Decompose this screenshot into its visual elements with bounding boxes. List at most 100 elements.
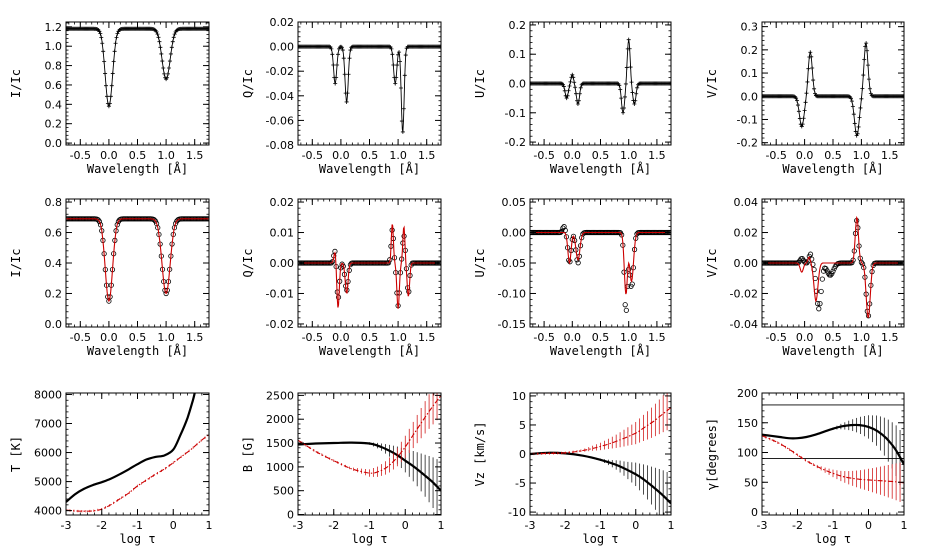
series-line-0 [530, 39, 671, 114]
observed-point [577, 91, 582, 96]
observed-point [575, 102, 580, 106]
plot-area [762, 404, 904, 504]
axes-frame [529, 392, 672, 516]
observed-point [329, 46, 334, 51]
observed-point [578, 85, 583, 90]
x-tick-label: 0.5 [824, 149, 842, 162]
observed-point [866, 63, 871, 68]
observed-point [403, 53, 408, 58]
y-tick-label: 200 [737, 387, 758, 400]
observed-point [624, 65, 629, 70]
y-tick-label: 0.02 [734, 227, 759, 240]
x-tick-label: 1.5 [648, 149, 666, 162]
x-tick-label: -0.5 [302, 149, 323, 162]
observed-point [344, 99, 349, 104]
y-tick-label: 0.8 [45, 60, 63, 73]
x-tick-label: 0.5 [129, 149, 147, 162]
y-tick-label: -5 [515, 477, 526, 490]
y-axis-label: Q/Ic [241, 69, 255, 98]
observed-point [391, 63, 396, 68]
observed-point [113, 41, 118, 46]
observed-point [560, 82, 565, 87]
observed-point [801, 116, 806, 121]
observed-point [152, 218, 158, 224]
observed-point [868, 91, 873, 96]
x-tick-label: 1.0 [389, 149, 407, 162]
y-tick-label: -0.01 [266, 287, 294, 300]
observed-point [573, 85, 578, 90]
x-tick-label: -1 [132, 519, 143, 532]
observed-point [401, 106, 406, 111]
observed-point [349, 45, 354, 50]
y-tick-label: 100 [737, 447, 758, 460]
observed-point [623, 81, 628, 86]
panel-p22: -0.5 0.0 0.5 1.0 1.5 -0.02 -0.01 0.00 0.01 0.02 Wa… [241, 196, 442, 358]
x-tick-label: 0.5 [129, 331, 147, 344]
panel-p11: -0.5 0.0 0.5 1.0 1.5 0.0 0.2 0.4 0.6 0.8 1.0 1.2 Wav… [9, 21, 210, 176]
observed-point [98, 31, 103, 36]
observed-point [861, 73, 866, 78]
observed-point [566, 88, 571, 93]
observed-point [869, 93, 874, 98]
series-line-0 [762, 423, 904, 465]
observed-point [621, 110, 626, 115]
y-tick-label: 0.3 [741, 21, 759, 34]
observed-point [340, 48, 345, 53]
x-axis-label: Wavelength [Å] [319, 161, 420, 176]
observed-point [623, 307, 629, 313]
x-axis-label: Wavelength [Å] [782, 161, 883, 176]
x-tick-label: 1.0 [853, 149, 871, 162]
x-tick-label: -2 [96, 519, 107, 532]
x-axis-label: log τ [815, 532, 851, 546]
y-tick-label: -0.04 [266, 90, 294, 103]
observed-point [334, 75, 339, 80]
y-tick-label: -0.04 [730, 318, 758, 331]
observed-point [572, 80, 577, 85]
axes-frame [65, 21, 210, 146]
y-tick-label: 0.2 [45, 287, 63, 300]
observed-point [339, 45, 344, 50]
y-tick-label: 0.2 [509, 19, 527, 32]
y-tick-label: 1.2 [45, 21, 63, 34]
observed-point [173, 220, 179, 227]
y-tick-label: 1000 [266, 461, 294, 474]
y-tick-label: 2000 [266, 413, 294, 426]
observed-point [162, 71, 167, 76]
y-axis-label: Vz [km/s] [473, 421, 487, 486]
series-line-0 [66, 28, 209, 108]
plot-area [762, 215, 904, 319]
observed-point [395, 63, 400, 68]
observed-point [562, 88, 567, 93]
series-line-0 [762, 41, 904, 137]
y-tick-label: 0.8 [45, 196, 63, 209]
observed-point [808, 50, 813, 55]
y-axis-label: V/Ic [705, 249, 719, 278]
observed-point [632, 101, 637, 106]
x-tick-label: 0 [170, 519, 177, 532]
observed-point [157, 39, 162, 44]
x-tick-label: 0.5 [361, 331, 379, 344]
y-tick-label: 0.02 [270, 196, 295, 209]
observed-point [626, 266, 632, 272]
observed-point [388, 45, 393, 50]
observed-point [109, 83, 114, 88]
x-tick-label: 1.0 [157, 331, 175, 344]
x-tick-label: -3 [525, 519, 536, 532]
y-tick-label: 0.0 [509, 78, 527, 91]
y-tick-label: 5 [519, 419, 526, 432]
observed-point [103, 71, 108, 76]
x-tick-label: 1.0 [620, 149, 638, 162]
observed-point [858, 259, 865, 265]
observed-point [619, 232, 625, 238]
observed-point [856, 124, 861, 129]
observed-point [807, 251, 814, 257]
observed-point [342, 72, 347, 77]
observed-point [627, 46, 632, 51]
observed-point [797, 116, 802, 121]
y-tick-label: 0.00 [270, 257, 295, 270]
y-axis-label: I/Ic [9, 69, 23, 98]
x-tick-label: 1.5 [186, 331, 204, 344]
observed-point [852, 121, 857, 126]
